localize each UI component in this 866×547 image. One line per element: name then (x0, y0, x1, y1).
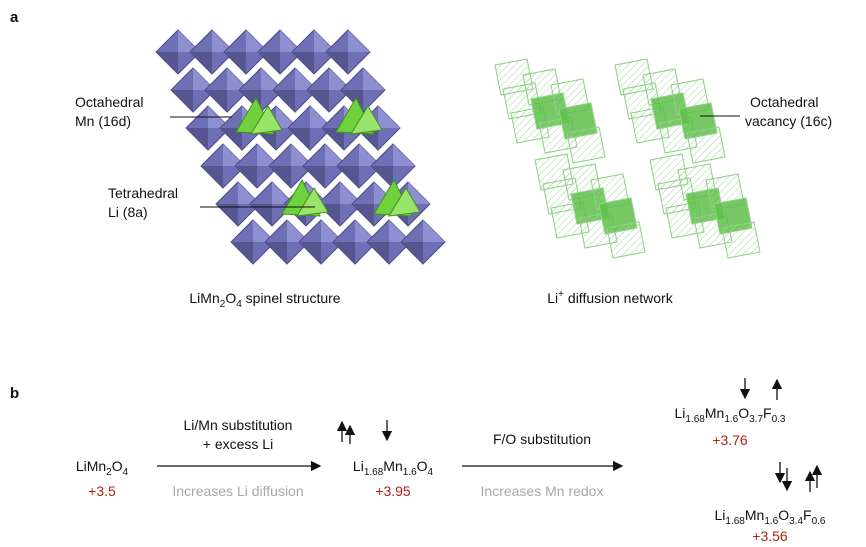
text-run: LiMn (189, 290, 219, 306)
octahedron-face (186, 128, 208, 150)
panel-label: b (10, 385, 19, 402)
text-run: Li (715, 507, 726, 523)
page: {"panel_a": {"label": "a", "left_annotat… (0, 0, 866, 547)
vacancy-site (722, 222, 760, 258)
text-run: F (803, 507, 812, 523)
text-run: Mn (745, 507, 764, 523)
subscript: 0.6 (812, 516, 826, 527)
step-effect: Increases Mn redox (481, 483, 604, 499)
annotation: vacancy (16c) (745, 113, 832, 129)
annotation: Li (8a) (108, 204, 148, 220)
formula: LiMn2O4 (76, 458, 129, 478)
subscript: 1.68 (364, 467, 384, 478)
annotation: Octahedral (75, 94, 143, 110)
oxidation-state: +3.76 (712, 432, 748, 448)
text-run: O (112, 458, 123, 474)
text-run: F (763, 405, 772, 421)
text-run: Mn (705, 405, 724, 421)
figure: a b Octahedral Mn (16d) Tetrahedral Li (8a)… (0, 0, 866, 547)
formula: Li1.68Mn1.6O4 (353, 458, 434, 478)
step-label: Li/Mn substitution (184, 417, 293, 433)
spinel-structure (156, 30, 445, 264)
oxidation-state: +3.95 (375, 483, 411, 499)
octahedron-face (171, 90, 193, 112)
formula: Li1.68Mn1.6O3.4F0.6 (715, 507, 826, 527)
subscript: 3.4 (789, 516, 803, 527)
text-run: Mn (383, 458, 402, 474)
vacancy-site (687, 127, 725, 163)
diffusion-network (495, 59, 760, 258)
subscript: 0.3 (772, 414, 786, 425)
oxidation-state: +3.56 (752, 528, 788, 544)
text-run: Li (547, 290, 558, 306)
annotation: Octahedral (750, 94, 818, 110)
text-run: diffusion network (564, 290, 674, 306)
text-run: Li (675, 405, 686, 421)
step-effect: Increases Li diffusion (172, 483, 303, 499)
formula: Li1.68Mn1.6O3.7F0.3 (675, 405, 786, 425)
text-run: spinel structure (242, 290, 341, 306)
subscript: 4 (123, 467, 129, 478)
subscript: 1.6 (724, 414, 738, 425)
step-label: F/O substitution (493, 431, 591, 447)
text-run: O (738, 405, 749, 421)
step-label: + excess Li (203, 436, 273, 452)
caption: LiMn2O4 spinel structure (189, 290, 340, 310)
text-run: LiMn (76, 458, 106, 474)
annotation: Tetrahedral (108, 185, 178, 201)
subscript: 1.6 (403, 467, 417, 478)
panel-label: a (10, 9, 19, 26)
octahedron-face (201, 166, 223, 188)
subscript: 4 (428, 467, 434, 478)
vacancy-site (607, 222, 645, 258)
subscript: 1.6 (764, 516, 778, 527)
subscript: 1.68 (685, 414, 705, 425)
vacancy-site (567, 127, 605, 163)
octahedron-face (156, 52, 178, 74)
annotation: Mn (16d) (75, 113, 131, 129)
text-run: O (225, 290, 236, 306)
subscript: 3.7 (749, 414, 763, 425)
oxidation-state: +3.5 (88, 483, 116, 499)
text-run: O (778, 507, 789, 523)
subscript: 1.68 (725, 516, 745, 527)
text-run: O (417, 458, 428, 474)
text-run: Li (353, 458, 364, 474)
caption: Li+ diffusion network (547, 289, 673, 306)
